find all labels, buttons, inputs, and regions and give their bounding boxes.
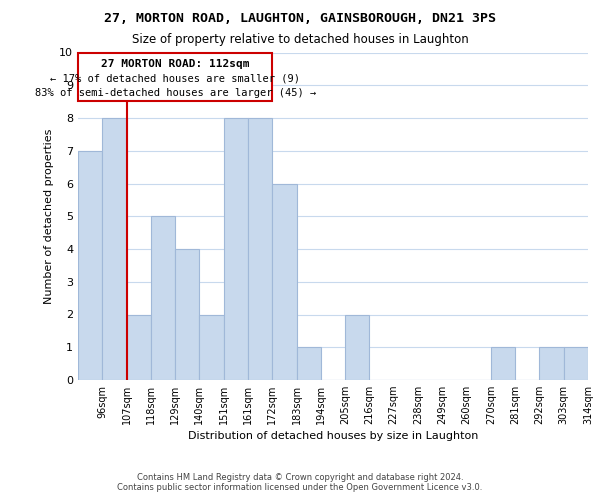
Bar xyxy=(345,314,370,380)
Bar xyxy=(248,118,272,380)
Bar xyxy=(539,347,564,380)
Text: 83% of semi-detached houses are larger (45) →: 83% of semi-detached houses are larger (… xyxy=(35,88,316,98)
Bar xyxy=(102,118,127,380)
Bar xyxy=(224,118,248,380)
X-axis label: Distribution of detached houses by size in Laughton: Distribution of detached houses by size … xyxy=(188,432,478,442)
Text: 27, MORTON ROAD, LAUGHTON, GAINSBOROUGH, DN21 3PS: 27, MORTON ROAD, LAUGHTON, GAINSBOROUGH,… xyxy=(104,12,496,26)
Bar xyxy=(199,314,224,380)
Bar xyxy=(127,314,151,380)
Text: ← 17% of detached houses are smaller (9): ← 17% of detached houses are smaller (9) xyxy=(50,74,300,84)
Bar xyxy=(564,347,588,380)
Bar xyxy=(296,347,321,380)
Bar xyxy=(175,249,199,380)
FancyBboxPatch shape xyxy=(78,52,272,101)
Text: Size of property relative to detached houses in Laughton: Size of property relative to detached ho… xyxy=(131,32,469,46)
Text: 27 MORTON ROAD: 112sqm: 27 MORTON ROAD: 112sqm xyxy=(101,59,250,69)
Bar xyxy=(78,151,102,380)
Y-axis label: Number of detached properties: Number of detached properties xyxy=(44,128,53,304)
Bar xyxy=(151,216,175,380)
Text: Contains HM Land Registry data © Crown copyright and database right 2024.
Contai: Contains HM Land Registry data © Crown c… xyxy=(118,473,482,492)
Bar xyxy=(272,184,296,380)
Bar xyxy=(491,347,515,380)
